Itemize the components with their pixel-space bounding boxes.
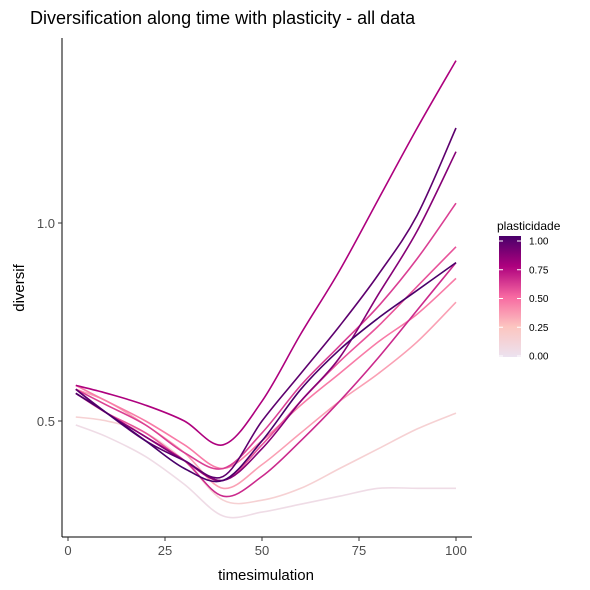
x-axis-title: timesimulation: [218, 567, 314, 584]
x-tick-label: 25: [158, 543, 172, 558]
chart-title: Diversification along time with plastici…: [30, 8, 416, 28]
series-line-8: [75, 60, 457, 446]
legend-title: plasticidade: [497, 219, 561, 233]
legend-tick-label: 0.00: [529, 352, 549, 363]
series-line-3: [75, 301, 457, 490]
x-tick-label: 75: [352, 543, 366, 558]
x-axis-ticks: 0 25 50 75 100: [64, 537, 467, 558]
series-group: [75, 60, 457, 519]
y-axis-ticks: 0.5 1.0: [37, 216, 62, 429]
series-line-9: [75, 151, 457, 482]
legend-tick-label: 0.25: [529, 323, 549, 334]
series-line-1: [75, 424, 456, 519]
legend-colorbar: [499, 236, 521, 357]
series-line-5: [75, 246, 457, 482]
series-line-6: [75, 202, 457, 470]
legend: plasticidade 0.00 0.25 0.50 0.75 1.00: [497, 219, 561, 363]
x-tick-label: 0: [64, 543, 71, 558]
legend-tick-label: 0.50: [529, 294, 549, 305]
legend-tick-label: 1.00: [529, 237, 549, 248]
legend-tick-label: 0.75: [529, 265, 549, 276]
series-line-2: [75, 412, 457, 505]
plot-area: 0 25 50 75 100 0.5 1.0: [37, 38, 472, 558]
x-tick-label: 50: [255, 543, 269, 558]
y-tick-label: 0.5: [37, 414, 55, 429]
y-axis-title: diversif: [11, 263, 28, 311]
y-tick-label: 1.0: [37, 216, 55, 231]
legend-ticks: 0.00 0.25 0.50 0.75 1.00: [499, 237, 549, 363]
x-tick-label: 100: [445, 543, 467, 558]
series-line-11: [75, 261, 457, 483]
